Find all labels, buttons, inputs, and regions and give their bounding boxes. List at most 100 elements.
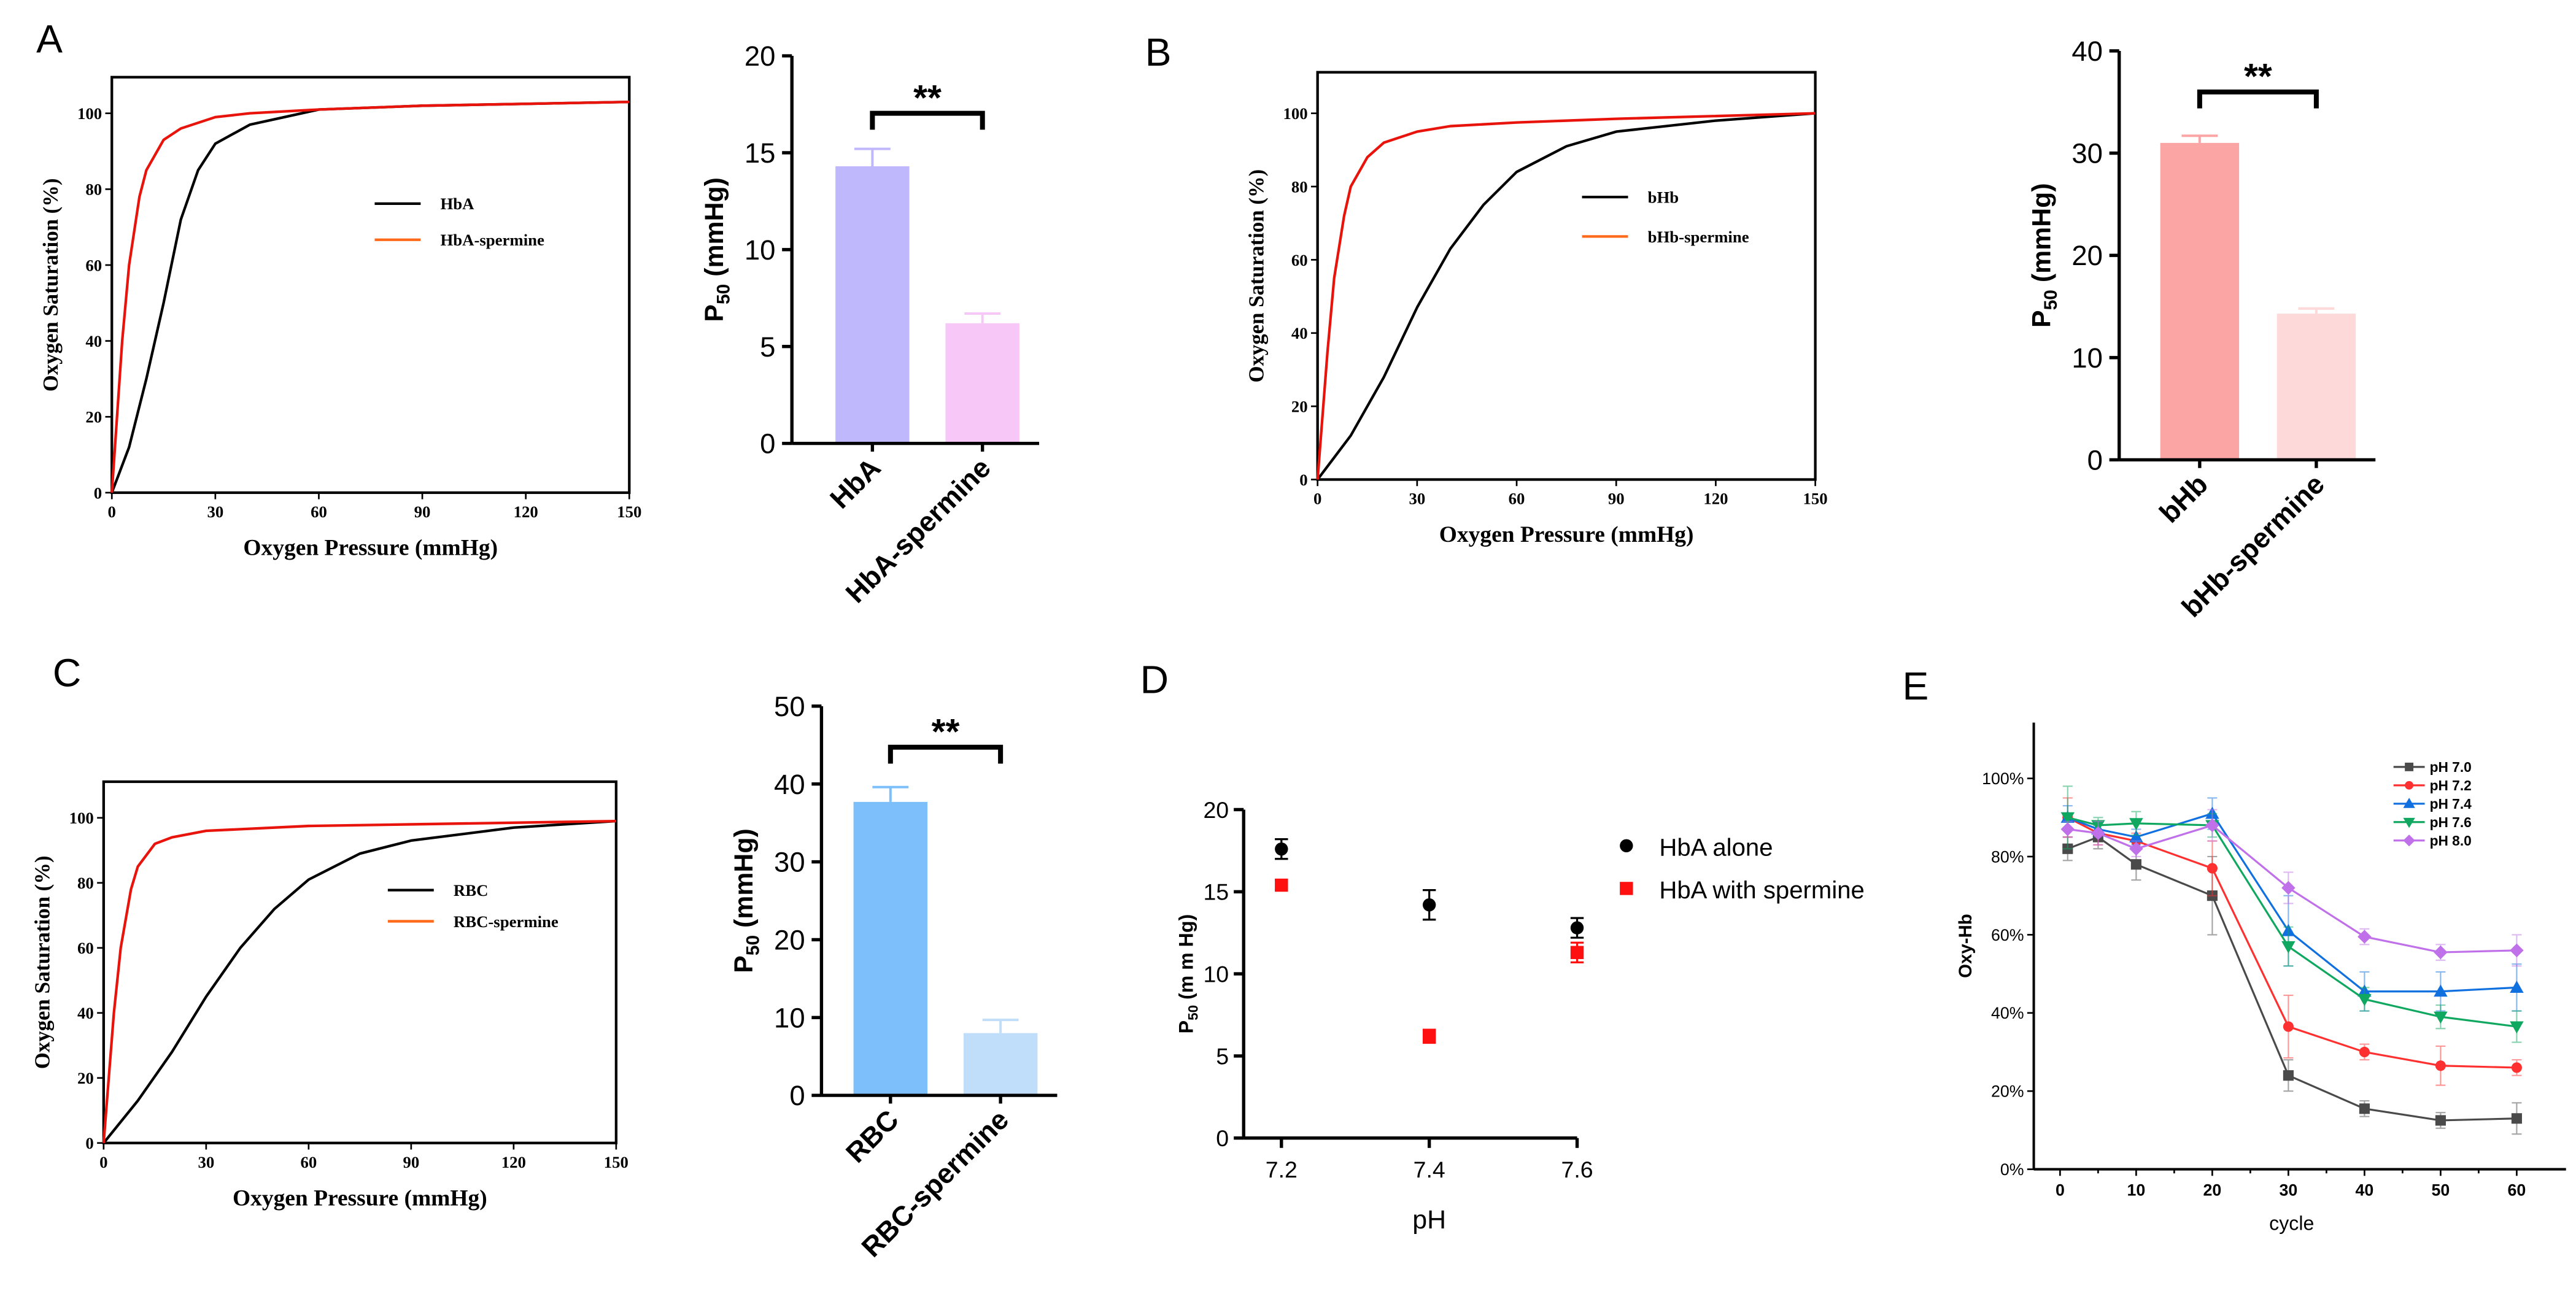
x-tick-label: 50 <box>2432 1181 2450 1199</box>
data-point <box>1422 898 1436 912</box>
bar-bhb-spermine <box>2276 314 2356 460</box>
y-axis-label: P50 (mmHg) <box>2027 183 2061 328</box>
oxy-hb-cycle-chart-e: 0% 20% 40% 60% 80% 100% 0 10 20 30 40 50 60 cycle Oxy-… <box>1955 722 2566 1235</box>
x-tick-label: 150 <box>617 503 641 521</box>
legend-label: HbA-spermine <box>440 231 544 249</box>
legend-label: pH 7.2 <box>2430 777 2472 793</box>
y-tick-label: 15 <box>1203 879 1229 905</box>
panel-letter-b: B <box>1145 30 1172 74</box>
data-marker <box>2130 859 2141 870</box>
x-tick-label: 90 <box>403 1153 419 1171</box>
curve-rbc-spermine <box>102 819 616 1143</box>
curve-bhb <box>1316 112 1816 480</box>
y-tick-label: 0 <box>789 1080 805 1111</box>
legend-marker <box>1620 882 1633 895</box>
y-tick-label: 0 <box>1216 1125 1229 1151</box>
data-marker <box>2434 984 2448 997</box>
y-axis-label: Oxy-Hb <box>1955 914 1976 978</box>
data-point <box>1570 946 1584 959</box>
x-tick-label: bHb <box>2153 468 2214 529</box>
y-tick-label: 0 <box>1299 471 1307 489</box>
curve-rbc <box>102 819 617 1144</box>
data-marker <box>2207 863 2218 874</box>
y-tick-label: 0 <box>2087 444 2103 476</box>
y-axis-label: Oxygen Saturation (%) <box>1244 169 1268 383</box>
legend-label: pH 7.4 <box>2430 796 2472 812</box>
data-marker <box>2129 830 2143 842</box>
x-tick-label: 60 <box>300 1153 317 1171</box>
x-tick-label: 0 <box>2056 1181 2065 1199</box>
x-tick-label: 120 <box>1703 490 1728 508</box>
data-marker <box>2129 842 2143 856</box>
panel-letter-d: D <box>1140 657 1169 701</box>
series-line-ph-7-0 <box>2067 836 2517 1122</box>
y-axis-label: P50 (mmHg) <box>729 828 764 973</box>
y-tick-label: 20 <box>77 1069 94 1087</box>
y-axis-label-part: (m m Hg) <box>1175 914 1197 1005</box>
x-tick-label: 7.4 <box>1414 1157 1445 1182</box>
y-axis-label-part: P <box>2027 310 2056 328</box>
y-tick-label: 60 <box>77 939 94 957</box>
y-tick-label: 10 <box>745 234 776 266</box>
y-axis-label-part: P <box>1175 1020 1197 1033</box>
panel-letter-c: C <box>53 651 81 695</box>
x-tick-label: 40 <box>2356 1181 2374 1199</box>
y-tick-label: 20 <box>1203 797 1229 823</box>
data-marker <box>2403 798 2415 808</box>
y-axis-label-part: (mmHg) <box>700 177 729 284</box>
y-tick-label: 100% <box>1982 769 2024 788</box>
x-axis-label: cycle <box>2269 1212 2314 1235</box>
data-point <box>1275 878 1288 892</box>
y-tick-label: 20 <box>2071 240 2103 271</box>
x-tick-label: 10 <box>2127 1181 2146 1199</box>
x-tick-label: 30 <box>198 1153 214 1171</box>
oxygen-curve-chart-a: 0 30 60 90 120 150 0 20 40 60 80 100 Oxygen Pressure… <box>39 75 641 561</box>
x-tick-label: 60 <box>2508 1181 2526 1199</box>
curve-hba <box>110 100 630 493</box>
data-marker <box>2283 1070 2294 1081</box>
data-marker <box>2511 1113 2522 1124</box>
significance-label: ** <box>2244 57 2272 97</box>
y-tick-label: 80 <box>77 874 94 892</box>
legend-label: pH 7.6 <box>2430 814 2472 830</box>
x-tick-label: 120 <box>514 503 538 521</box>
y-tick-label: 0 <box>94 484 102 502</box>
y-axis-label-part: 50 <box>2041 290 2061 310</box>
bar-hba <box>835 166 910 444</box>
x-tick-label: HbA <box>824 452 886 514</box>
y-axis-label-part: 50 <box>743 935 764 955</box>
legend-label: HbA alone <box>1659 833 1773 861</box>
significance-label: ** <box>913 78 942 118</box>
x-tick-label: 150 <box>604 1153 629 1171</box>
x-axis-label: Oxygen Pressure (mmHg) <box>243 536 498 561</box>
y-tick-label: 5 <box>760 331 775 363</box>
y-tick-label: 0% <box>2000 1160 2024 1179</box>
plot-frame <box>102 780 618 1144</box>
data-marker <box>2283 1021 2294 1032</box>
significance-label: ** <box>932 712 960 752</box>
y-tick-label: 5 <box>1216 1043 1229 1069</box>
x-tick-label: RBC <box>840 1104 905 1169</box>
y-tick-label: 10 <box>1203 961 1229 987</box>
data-marker <box>2281 941 2296 954</box>
data-marker <box>2091 826 2105 841</box>
data-marker <box>2205 818 2219 833</box>
y-axis-label: P50 (m m Hg) <box>1175 914 1201 1033</box>
oxygen-curve-chart-c: 0 30 60 90 120 150 0 20 40 60 80 100 Oxygen Pressure… <box>31 780 629 1211</box>
series-line-ph-7-6 <box>2067 816 2517 1028</box>
x-tick-label: 120 <box>501 1153 526 1171</box>
y-tick-label: 100 <box>77 104 102 123</box>
data-marker <box>2510 943 2524 958</box>
significance-bracket <box>2197 89 2319 109</box>
y-axis-label: P50 (mmHg) <box>700 177 734 322</box>
y-tick-label: 20% <box>1991 1082 2024 1101</box>
legend-marker <box>1620 839 1633 853</box>
data-marker <box>2359 1046 2370 1058</box>
data-marker <box>2060 822 2075 836</box>
oxygen-curve-chart-b: 0 30 60 90 120 150 0 20 40 60 80 100 Oxygen Pressure… <box>1244 71 1828 547</box>
y-axis-label-part: (mmHg) <box>2027 183 2056 290</box>
y-tick-label: 20 <box>1291 397 1308 415</box>
curve-hba-spermine <box>110 100 630 493</box>
y-tick-label: 30 <box>774 847 805 878</box>
